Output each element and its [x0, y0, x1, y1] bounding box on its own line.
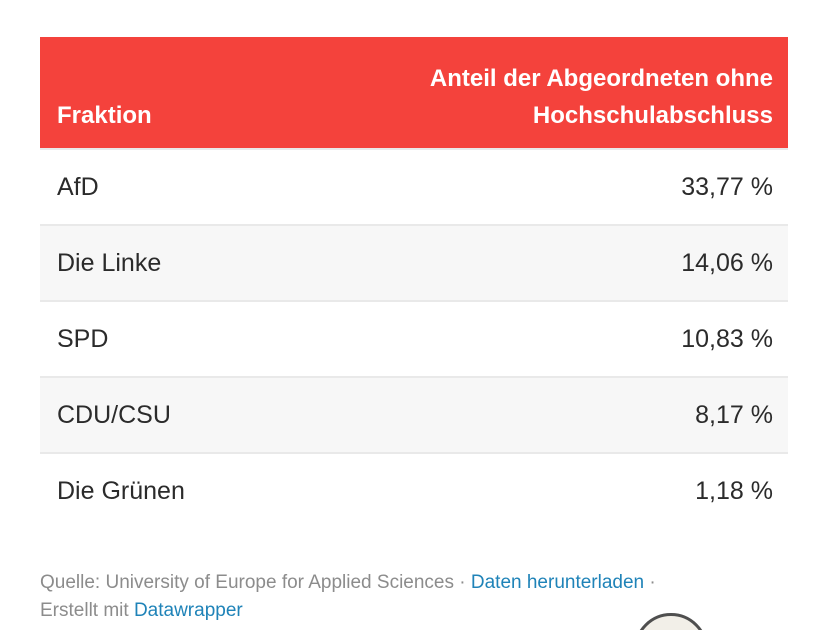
- table-row: AfD 33,77 %: [40, 148, 788, 224]
- footer-separator: ·: [644, 572, 656, 593]
- table-row: CDU/CSU 8,17 %: [40, 376, 788, 452]
- fraktion-table: Fraktion Anteil der Abgeordneten ohne Ho…: [40, 37, 788, 528]
- table-header-row: Fraktion Anteil der Abgeordneten ohne Ho…: [40, 37, 788, 148]
- download-data-link[interactable]: Daten herunterladen: [470, 572, 645, 593]
- column-header-fraktion: Fraktion: [57, 102, 152, 129]
- footer-separator: ·: [454, 572, 471, 593]
- fraktion-cell: Die Grünen: [57, 476, 185, 505]
- value-cell: 14,06 %: [681, 248, 773, 277]
- table-row: Die Linke 14,06 %: [40, 224, 788, 300]
- fraktion-cell: Die Linke: [57, 248, 162, 277]
- value-cell: 1,18 %: [695, 476, 773, 505]
- column-header-anteil: Anteil der Abgeordneten ohne Hochschulab…: [429, 65, 773, 129]
- created-with-text: Erstellt mit: [40, 600, 134, 621]
- fraktion-cell: SPD: [57, 324, 109, 353]
- value-cell: 10,83 %: [681, 324, 773, 353]
- table-row: SPD 10,83 %: [40, 300, 788, 376]
- value-cell: 8,17 %: [695, 400, 773, 429]
- value-cell: 33,77 %: [681, 172, 773, 201]
- fraktion-cell: AfD: [57, 172, 99, 201]
- footer-attribution: Quelle: University of Europe for Applied…: [40, 569, 788, 625]
- fraktion-cell: CDU/CSU: [57, 400, 171, 429]
- datawrapper-link[interactable]: Datawrapper: [133, 600, 243, 621]
- source-text: Quelle: University of Europe for Applied…: [40, 572, 454, 593]
- table-row: Die Grünen 1,18 %: [40, 452, 788, 528]
